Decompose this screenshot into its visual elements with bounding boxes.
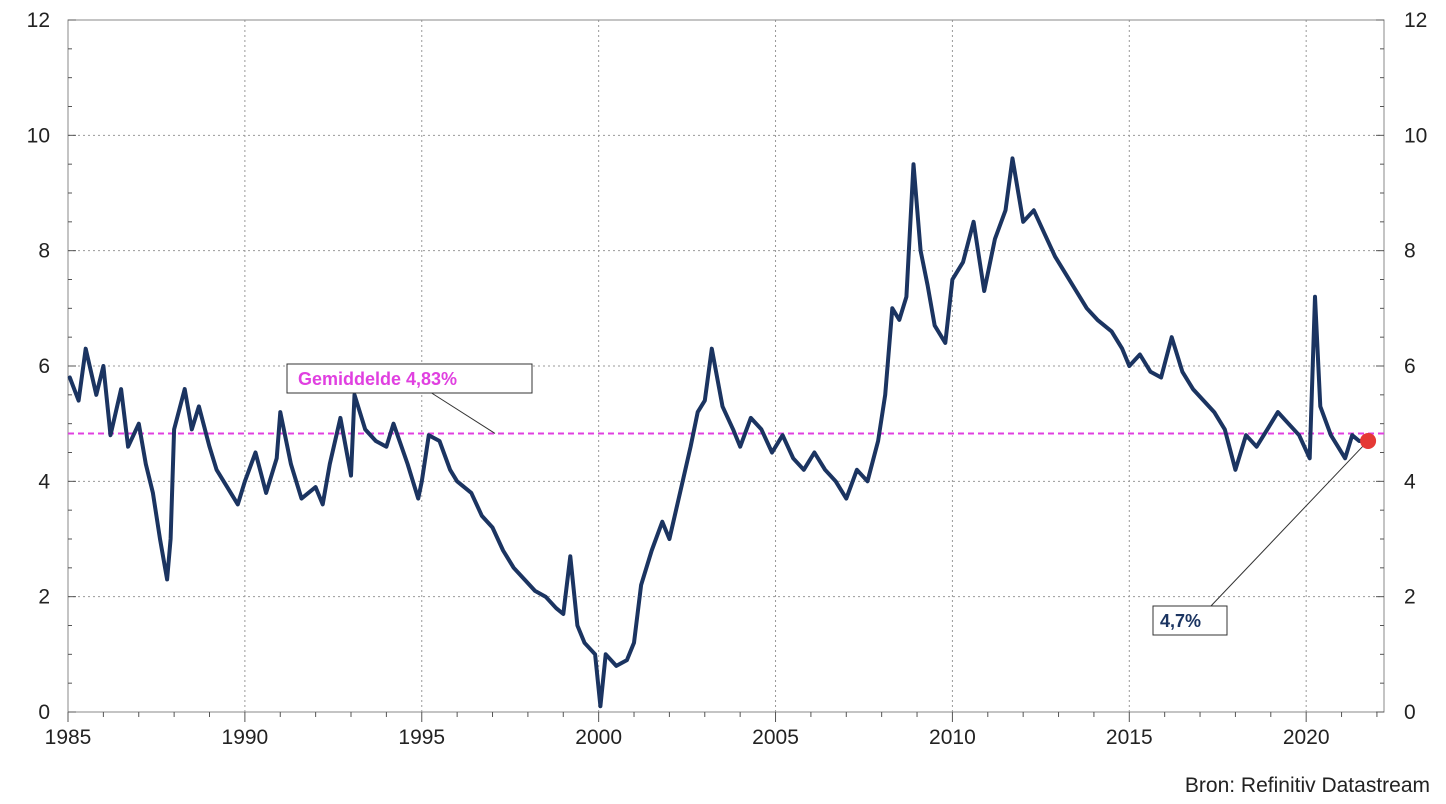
x-tick-label: 1995 — [398, 726, 445, 749]
y-tick-label-left: 0 — [38, 701, 50, 724]
x-tick-label: 2010 — [929, 726, 976, 749]
last-value-leader-line — [1209, 444, 1365, 608]
axes — [67, 19, 1385, 722]
y-tick-label-left: 12 — [27, 9, 50, 32]
y-tick-label-right: 0 — [1404, 701, 1416, 724]
y-tick-label-left: 10 — [27, 124, 50, 147]
annotations: Gemiddelde 4,83% 4,7% — [286, 363, 1377, 636]
average-label: Gemiddelde 4,83% — [298, 369, 457, 389]
series-line — [67, 156, 1371, 709]
y-tick-label-right: 10 — [1404, 124, 1427, 147]
x-tick-label: 2015 — [1106, 726, 1153, 749]
last-value-marker — [1360, 432, 1377, 449]
y-tick-label-left: 6 — [38, 355, 50, 378]
y-tick-label-right: 4 — [1404, 470, 1416, 493]
y-tick-label-right: 8 — [1404, 240, 1416, 263]
x-tick-label: 2000 — [575, 726, 622, 749]
x-tick-label: 2020 — [1283, 726, 1330, 749]
average-label-box — [286, 363, 533, 394]
series-group — [67, 156, 1371, 709]
last-value-box — [1152, 605, 1228, 636]
y-tick-label-left: 2 — [38, 586, 50, 609]
tick-labels: 0 0 2 2 4 4 6 6 8 8 10 10 12 12 1985 1990 1995 2000 2005 20… — [27, 9, 1428, 749]
y-tick-label-right: 12 — [1404, 9, 1427, 32]
last-value-label: 4,7% — [1160, 611, 1201, 631]
x-tick-label: 2005 — [752, 726, 799, 749]
x-tick-label: 1990 — [222, 726, 269, 749]
y-tick-label-right: 2 — [1404, 586, 1416, 609]
x-tick-label: 1985 — [45, 726, 92, 749]
y-tick-label-left: 4 — [38, 470, 50, 493]
source-note: Bron: Refinitiv Datastream — [1184, 774, 1430, 797]
y-tick-label-right: 6 — [1404, 355, 1416, 378]
y-tick-label-left: 8 — [38, 240, 50, 263]
average-leader-line — [429, 391, 496, 434]
